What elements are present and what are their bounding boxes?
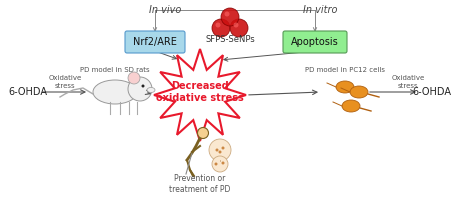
Ellipse shape (350, 86, 368, 98)
Circle shape (234, 22, 239, 27)
Ellipse shape (336, 81, 354, 93)
Circle shape (209, 139, 231, 161)
Circle shape (197, 128, 208, 138)
Circle shape (222, 146, 224, 150)
Text: In vivo: In vivo (149, 5, 181, 15)
Text: PD model in SD rats: PD model in SD rats (80, 67, 150, 73)
Ellipse shape (147, 88, 155, 92)
FancyBboxPatch shape (283, 31, 347, 53)
Text: Prevention or
treatment of PD: Prevention or treatment of PD (169, 174, 231, 194)
Circle shape (221, 8, 239, 26)
Circle shape (141, 84, 145, 88)
Ellipse shape (93, 80, 137, 104)
FancyBboxPatch shape (125, 31, 185, 53)
Ellipse shape (342, 100, 360, 112)
Circle shape (128, 72, 140, 84)
Text: In vitro: In vitro (303, 5, 337, 15)
Circle shape (224, 11, 230, 17)
Text: Apoptosis: Apoptosis (291, 37, 339, 47)
Circle shape (214, 162, 218, 166)
Circle shape (212, 19, 230, 37)
Text: Decreased
oxidative stress: Decreased oxidative stress (156, 81, 244, 103)
Text: Nrf2/ARE: Nrf2/ARE (133, 37, 177, 47)
Circle shape (215, 148, 218, 152)
Circle shape (222, 162, 224, 164)
Text: Oxidative
stress: Oxidative stress (48, 75, 82, 88)
Text: PD model in PC12 cells: PD model in PC12 cells (305, 67, 385, 73)
Text: Oxidative
stress: Oxidative stress (392, 75, 425, 88)
Text: SFPS-SeNPs: SFPS-SeNPs (205, 34, 255, 44)
Circle shape (128, 77, 152, 101)
Circle shape (215, 22, 220, 27)
Circle shape (230, 19, 248, 37)
Circle shape (212, 156, 228, 172)
Text: 6-OHDA: 6-OHDA (412, 87, 451, 97)
Circle shape (218, 150, 222, 154)
Text: 6-OHDA: 6-OHDA (8, 87, 47, 97)
Polygon shape (154, 49, 246, 141)
